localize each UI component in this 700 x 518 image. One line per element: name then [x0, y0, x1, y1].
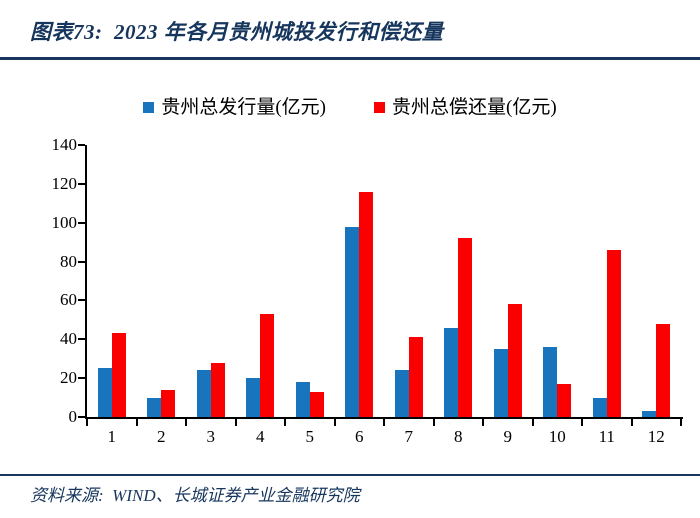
title-divider: [0, 57, 700, 60]
bar-issuance-month-3: [196, 370, 211, 417]
x-tick: [135, 419, 138, 426]
x-tick: [234, 419, 237, 426]
x-tick: [630, 419, 633, 426]
bar-issuance-month-7: [394, 370, 409, 417]
x-category-label: 8: [454, 427, 463, 446]
y-tick-label: 20: [60, 368, 77, 388]
x-category-label: 12: [647, 427, 665, 446]
x-category-label: 10: [548, 427, 566, 446]
x-category-label: 2: [157, 427, 166, 446]
y-tick-label: 140: [51, 135, 78, 154]
x-category-label: 4: [256, 427, 265, 446]
y-tick: [78, 182, 85, 185]
x-category-label: 9: [503, 427, 513, 446]
y-tick-label: 80: [60, 251, 77, 271]
x-category-label: 11: [598, 427, 615, 446]
bar-repayment-month-6: [359, 191, 374, 417]
y-tick: [78, 260, 85, 263]
bar-repayment-month-12: [656, 323, 671, 417]
issuance-swatch-icon: [143, 101, 155, 113]
chart-title: 图表73: 2023 年各月贵州城投发行和偿还量: [30, 20, 444, 44]
x-tick: [383, 419, 385, 426]
x-axis-line: [85, 417, 683, 419]
x-category-label: 5: [305, 427, 315, 446]
x-tick: [185, 419, 187, 426]
y-axis-line: [85, 145, 87, 419]
y-tick-label: 40: [60, 329, 77, 349]
bar-repayment-month-2: [161, 389, 176, 417]
y-tick-label: 120: [51, 173, 78, 193]
x-tick: [531, 419, 534, 426]
footer-divider: [0, 474, 700, 476]
y-tick: [78, 377, 85, 380]
x-tick: [482, 419, 484, 426]
x-category-label: 6: [355, 427, 364, 446]
bar-repayment-month-9: [507, 304, 522, 417]
y-tick: [78, 221, 85, 224]
bar-issuance-month-6: [345, 226, 360, 417]
bar-issuance-month-11: [592, 397, 607, 417]
x-tick: [680, 419, 682, 426]
x-tick: [333, 419, 336, 426]
bar-repayment-month-7: [408, 337, 423, 417]
legend: 贵州总发行量(亿元) 贵州总偿还量(亿元): [0, 95, 700, 119]
legend-item-issuance: 贵州总发行量(亿元): [143, 98, 326, 117]
y-tick-label: 100: [51, 212, 78, 232]
x-tick: [284, 419, 286, 426]
repayment-swatch-icon: [374, 101, 385, 113]
bar-issuance-month-1: [97, 368, 112, 417]
y-tick: [78, 144, 85, 146]
bar-issuance-month-12: [642, 411, 657, 417]
x-category-label: 3: [206, 427, 216, 446]
bar-repayment-month-8: [458, 238, 473, 417]
x-category-label: 1: [107, 427, 117, 446]
bar-issuance-month-9: [493, 349, 508, 417]
legend-item-repayment: 贵州总偿还量(亿元): [374, 98, 557, 117]
bar-issuance-month-5: [295, 382, 310, 417]
bar-repayment-month-10: [557, 383, 572, 417]
bar-repayment-month-1: [111, 333, 126, 417]
y-tick-label: 60: [60, 290, 77, 310]
y-tick: [78, 338, 85, 341]
bar-repayment-month-11: [606, 249, 621, 417]
x-tick: [86, 419, 88, 426]
y-tick: [78, 416, 85, 418]
bar-repayment-month-4: [260, 314, 275, 417]
bar-issuance-month-4: [246, 378, 261, 417]
legend-label-issuance: 贵州总发行量(亿元): [161, 96, 326, 118]
x-tick: [581, 419, 583, 426]
y-tick-label: 0: [68, 407, 78, 426]
bar-issuance-month-10: [543, 347, 558, 417]
legend-label-repayment: 贵州总偿还量(亿元): [392, 96, 557, 118]
bar-issuance-month-2: [147, 397, 162, 417]
bar-issuance-month-8: [444, 327, 459, 417]
source-note: 资料来源: WIND、长城证券产业金融研究院: [30, 486, 360, 505]
bar-repayment-month-3: [210, 362, 225, 417]
x-tick: [432, 419, 435, 426]
bar-repayment-month-5: [309, 391, 324, 417]
x-category-label: 7: [404, 427, 414, 446]
y-tick: [78, 299, 85, 302]
